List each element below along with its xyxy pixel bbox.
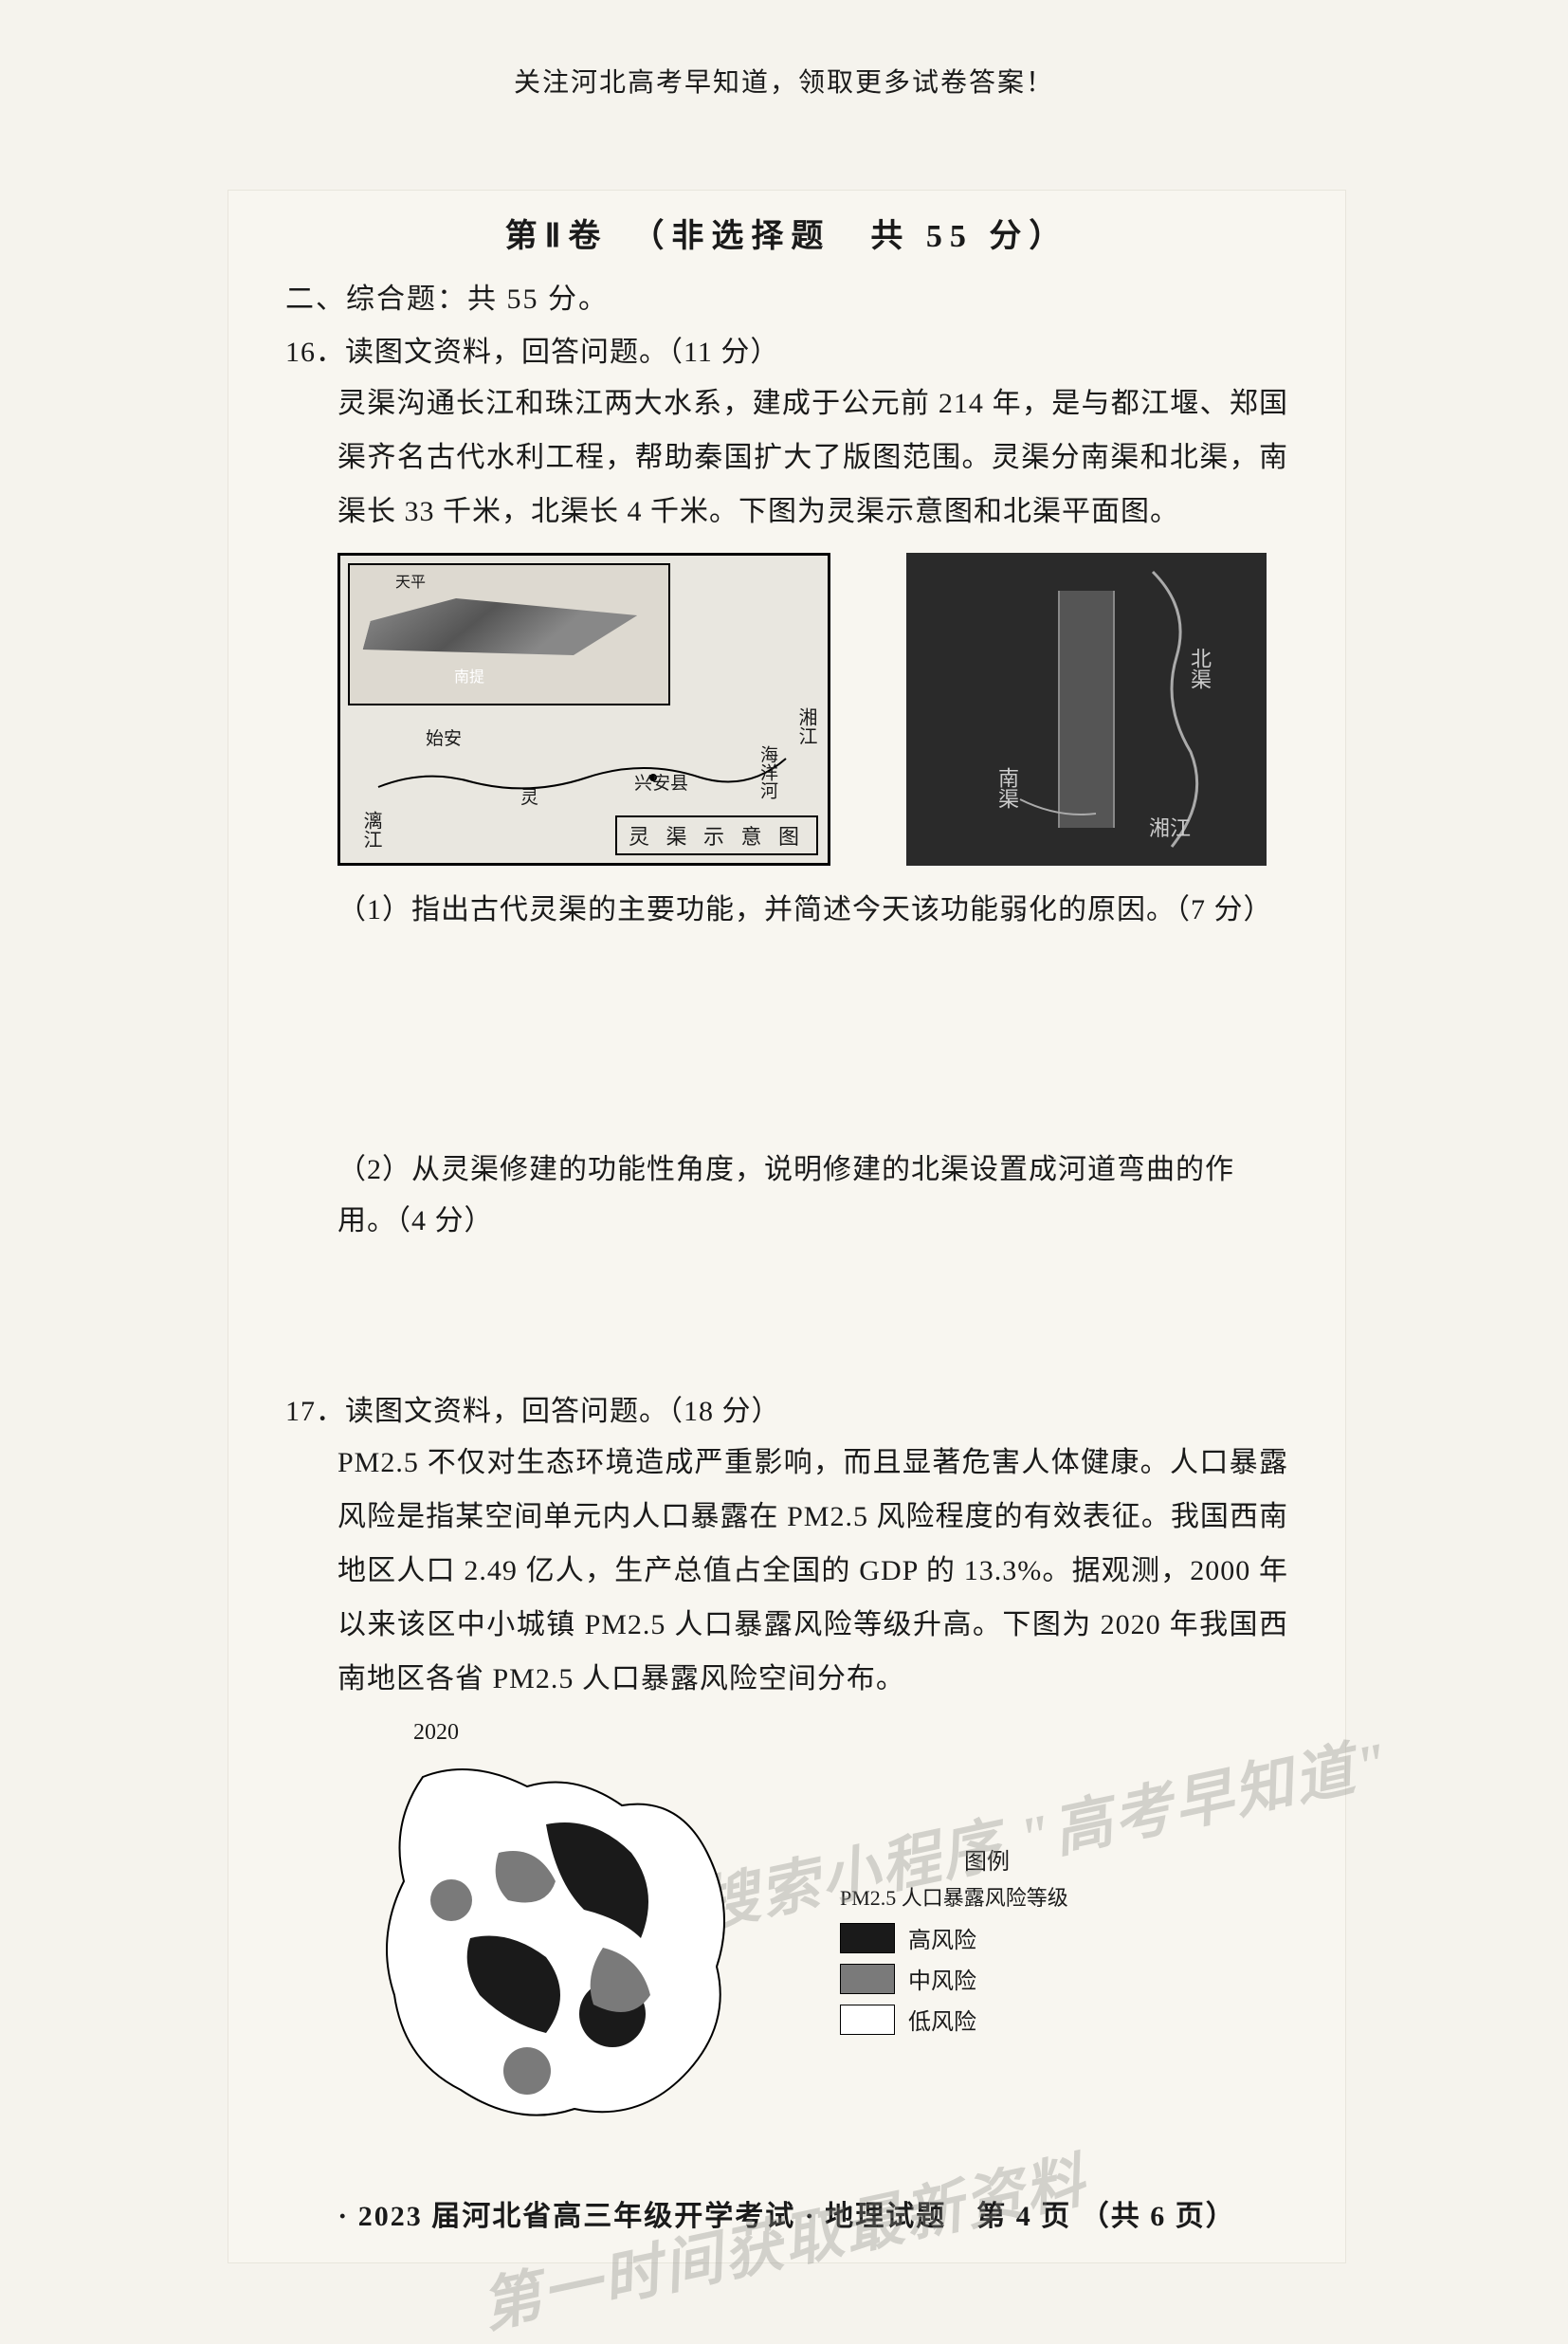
q16-sub2: （2）从灵渠修建的功能性角度，说明修建的北渠设置成河道弯曲的作用。（4 分）	[285, 1145, 1288, 1247]
q16-figures: 天平 南提 漓江 始安 灵 兴安县 湘江 海洋河 灵 渠 示 意 图	[337, 553, 1288, 866]
photo-label-north: 北渠	[1184, 648, 1214, 689]
inset-label-tianping: 天平	[395, 569, 426, 592]
lingqu-diagram: 天平 南提 漓江 始安 灵 兴安县 湘江 海洋河 灵 渠 示 意 图	[337, 553, 830, 866]
section-title: 第Ⅱ卷 （非选择题 共 55 分）	[285, 210, 1288, 256]
label-ling: 灵	[520, 783, 538, 809]
beiqu-photo: 北渠 南渠 湘江	[906, 553, 1267, 866]
label-haiyang: 海洋河	[755, 745, 780, 799]
legend-subtitle: PM2.5 人口暴露风险等级	[840, 1881, 1134, 1912]
photo-label-south: 南渠	[992, 767, 1022, 809]
label-xingan: 兴安县	[634, 769, 688, 795]
legend-item-low: 低风险	[840, 2003, 1134, 2036]
legend-swatch-high	[840, 1923, 895, 1953]
diagram-inset: 天平 南提	[348, 563, 670, 705]
inset-label-nanti: 南提	[454, 664, 484, 687]
q17-heading: 17．读图文资料，回答问题。（18 分）	[285, 1387, 1288, 1436]
legend-label-high: 高风险	[908, 1921, 976, 1954]
legend-label-low: 低风险	[908, 2003, 976, 2036]
legend-item-mid: 中风险	[840, 1962, 1134, 1995]
map-legend: 图例 PM2.5 人口暴露风险等级 高风险 中风险 低风险	[840, 1842, 1134, 2043]
legend-label-mid: 中风险	[908, 1962, 976, 1995]
legend-item-high: 高风险	[840, 1921, 1134, 1954]
exam-page: 第Ⅱ卷 （非选择题 共 55 分） 二、综合题：共 55 分。 16．读图文资料…	[228, 190, 1346, 2263]
question-16: 16．读图文资料，回答问题。（11 分） 灵渠沟通长江和珠江两大水系，建成于公元…	[285, 328, 1288, 1361]
legend-swatch-low	[840, 2005, 895, 2035]
label-lijiang: 漓江	[357, 811, 385, 849]
map-svg	[356, 1749, 755, 2147]
sw-china-map: 2020	[337, 1720, 783, 2166]
label-xiang: 湘江	[793, 707, 820, 745]
legend-swatch-mid	[840, 1964, 895, 1994]
q16-heading: 16．读图文资料，回答问题。（11 分）	[285, 328, 1288, 376]
label-shian: 始安	[426, 724, 462, 750]
photo-label-xiang: 湘江	[1149, 812, 1191, 842]
legend-title: 图例	[840, 1842, 1134, 1876]
q17-figure-area: 2020 图例 PM2.5 人口暴露风险等级 高风险	[337, 1720, 1288, 2166]
photo-river-overlay	[906, 553, 1267, 866]
map-year-label: 2020	[413, 1720, 459, 1746]
question-17: 17．读图文资料，回答问题。（18 分） PM2.5 不仅对生态环境造成严重影响…	[285, 1387, 1288, 2166]
q16-sub1: （1）指出古代灵渠的主要功能，并简述今天该功能弱化的原因。（7 分）	[285, 885, 1288, 936]
page-banner: 关注河北高考早知道，领取更多试卷答案！	[514, 62, 1054, 100]
section-subtitle: 二、综合题：共 55 分。	[285, 275, 1288, 317]
answer-space-1: 微信搜索小程序 "高考早知道"	[285, 936, 1288, 1126]
q16-paragraph: 灵渠沟通长江和珠江两大水系，建成于公元前 214 年，是与都江堰、郑国渠齐名古代…	[285, 376, 1288, 539]
q17-paragraph: PM2.5 不仅对生态环境造成严重影响，而且显著危害人体健康。人口暴露风险是指某…	[285, 1436, 1288, 1706]
answer-space-2: 第一时间获取最新资料	[285, 1247, 1288, 1361]
page-footer: · 2023 届河北省高三年级开学考试 · 地理试题 第 4 页 （共 6 页）	[285, 2192, 1288, 2234]
diagram-caption: 灵 渠 示 意 图	[615, 815, 818, 855]
inset-river-shape	[361, 598, 642, 655]
